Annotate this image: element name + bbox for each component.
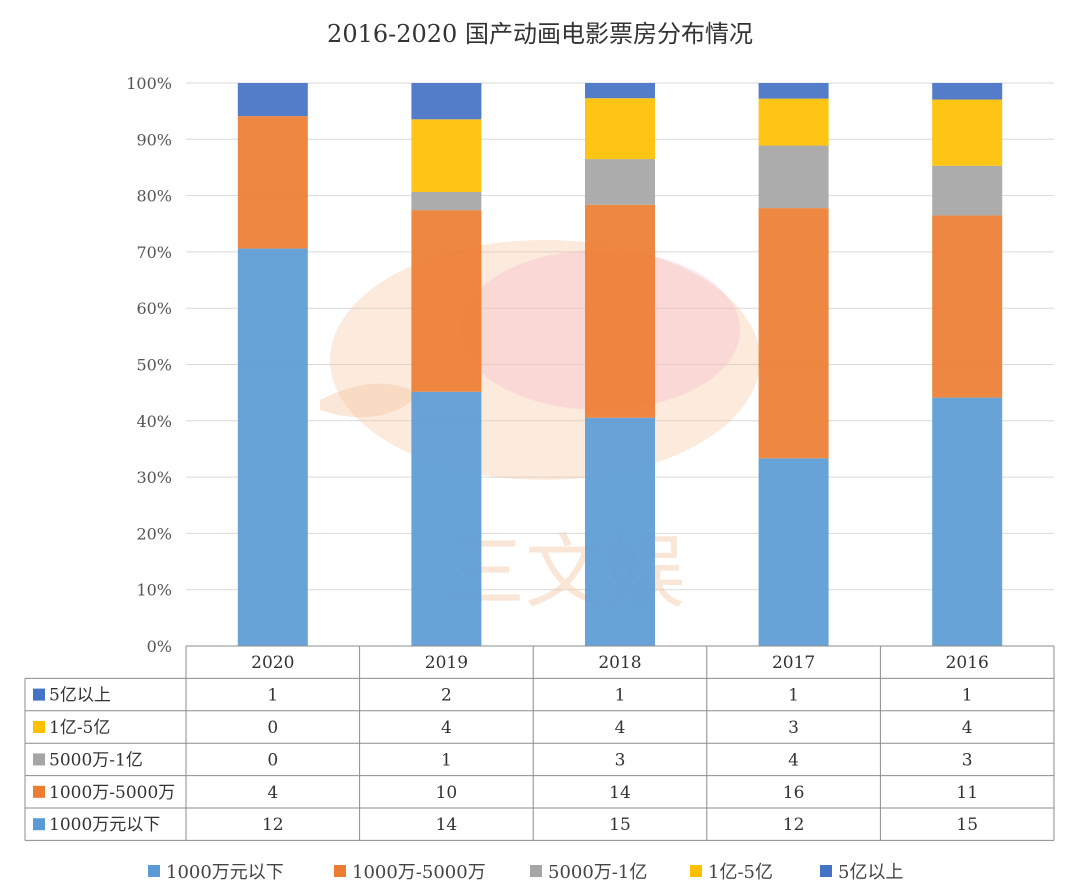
- bar-segment: [411, 119, 482, 192]
- row-legend-swatch: [33, 753, 45, 766]
- table-cell-value: 12: [783, 815, 805, 835]
- watermark: 三文娱: [320, 240, 760, 619]
- legend-entry: 5亿以上: [838, 862, 903, 883]
- x-tick-label: 2018: [598, 653, 641, 673]
- chart-title: 2016-2020 国产动画电影票房分布情况: [327, 20, 753, 48]
- table-cell-value: 4: [441, 718, 452, 738]
- legend-entry: 1000万元以下: [166, 862, 284, 883]
- y-tick-label: 90%: [136, 130, 172, 149]
- watermark-fish-tail: [320, 383, 420, 418]
- table-cell-value: 10: [436, 783, 458, 803]
- legend-swatch: [820, 865, 832, 877]
- table-cell-value: 15: [956, 815, 978, 835]
- y-tick-label: 70%: [136, 243, 172, 262]
- bar-segment: [932, 83, 1003, 100]
- bar-segment: [237, 248, 308, 646]
- bar-segment: [932, 165, 1003, 216]
- bar-segment: [758, 83, 829, 99]
- bar-segment: [585, 159, 655, 205]
- x-tick-label: 2020: [251, 653, 294, 673]
- row-legend-swatch: [33, 688, 45, 701]
- table-cell-value: 1: [615, 686, 626, 706]
- y-tick-label: 80%: [136, 187, 172, 206]
- table-cell-value: 14: [436, 815, 458, 835]
- x-tick-label: 2017: [772, 653, 815, 673]
- bar-segment: [758, 145, 829, 209]
- x-tick-label: 2016: [946, 653, 989, 673]
- table-cell-value: 4: [788, 750, 799, 770]
- table-cell-value: 16: [783, 783, 805, 803]
- table-cell-value: 11: [956, 783, 978, 803]
- x-tick-label: 2019: [425, 653, 468, 673]
- table-cell-value: 3: [788, 718, 799, 738]
- table-cell-value: 0: [267, 750, 278, 770]
- bar-segment: [585, 417, 655, 646]
- bar-segment: [237, 83, 308, 117]
- y-tick-label: 40%: [136, 412, 172, 431]
- table-row-label: 5亿以上: [49, 686, 111, 706]
- legend-swatch: [690, 865, 702, 877]
- row-legend-swatch: [33, 721, 45, 733]
- bar-segment: [758, 458, 829, 646]
- table-cell-value: 12: [262, 815, 284, 835]
- y-axis: 0% 10% 20% 30% 40% 50% 60% 70% 80% 90% 100%: [126, 74, 172, 656]
- table-cell-value: 14: [609, 783, 631, 803]
- y-tick-label: 60%: [136, 299, 172, 318]
- table-cell-value: 1: [441, 750, 452, 770]
- table-cell-value: 4: [267, 783, 278, 803]
- table-cell-value: 0: [267, 718, 278, 738]
- bar-segment: [758, 208, 829, 459]
- y-tick-label: 50%: [136, 356, 172, 375]
- bar-segment: [411, 83, 482, 120]
- table-row-label: 1000万元以下: [49, 815, 160, 835]
- legend-swatch: [334, 865, 346, 877]
- table-cell-value: 2: [441, 686, 452, 706]
- y-tick-label: 10%: [136, 581, 172, 600]
- table-cell-value: 4: [962, 718, 973, 738]
- row-legend-swatch: [33, 785, 45, 798]
- bars: [237, 83, 1003, 646]
- table-row-label: 5000万-1亿: [49, 750, 143, 770]
- bar-segment: [411, 191, 482, 211]
- bar-segment: [932, 397, 1003, 646]
- bar-segment: [237, 116, 308, 249]
- table-cell-value: 1: [788, 686, 799, 706]
- bar-segment: [932, 215, 1003, 398]
- table-cell-value: 1: [267, 686, 278, 706]
- table-row-label: 1000万-5000万: [49, 783, 175, 803]
- bar-segment: [585, 83, 655, 99]
- bar-segment: [585, 98, 655, 160]
- table-row-label: 1亿-5亿: [49, 718, 110, 738]
- table-cell-value: 4: [615, 718, 626, 738]
- table-cell-value: 15: [609, 815, 631, 835]
- row-legend-swatch: [33, 818, 45, 831]
- bar-segment: [758, 98, 829, 146]
- bar-segment: [411, 210, 482, 392]
- legend-swatch: [530, 865, 542, 877]
- legend-entry: 5000万-1亿: [548, 862, 647, 883]
- bar-segment: [932, 99, 1003, 166]
- bar-segment: [585, 204, 655, 418]
- legend-entry: 1000万-5000万: [352, 862, 486, 883]
- table-cell-value: 1: [962, 686, 973, 706]
- y-tick-label: 0%: [147, 637, 172, 656]
- y-tick-label: 100%: [126, 74, 172, 93]
- table-cell-value: 3: [615, 750, 626, 770]
- legend: 1000万元以下 1000万-5000万 5000万-1亿 1亿-5亿 5亿以上: [148, 862, 903, 883]
- legend-entry: 1亿-5亿: [708, 862, 773, 883]
- bar-segment: [411, 391, 482, 646]
- legend-swatch: [148, 865, 160, 877]
- y-tick-label: 20%: [136, 524, 172, 543]
- y-tick-label: 30%: [136, 468, 172, 487]
- table-cell-value: 3: [962, 750, 973, 770]
